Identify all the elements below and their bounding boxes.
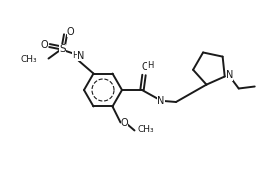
Text: H: H (147, 61, 153, 71)
Text: O: O (121, 119, 128, 129)
Text: N: N (157, 96, 165, 106)
Text: N: N (77, 51, 84, 61)
Text: N: N (226, 71, 233, 80)
Text: O: O (67, 26, 74, 37)
Text: O: O (41, 40, 48, 49)
Text: O: O (141, 62, 149, 72)
Text: CH₃: CH₃ (137, 125, 154, 134)
Text: H: H (72, 51, 79, 60)
Text: CH₃: CH₃ (21, 55, 38, 64)
Text: S: S (59, 44, 66, 54)
